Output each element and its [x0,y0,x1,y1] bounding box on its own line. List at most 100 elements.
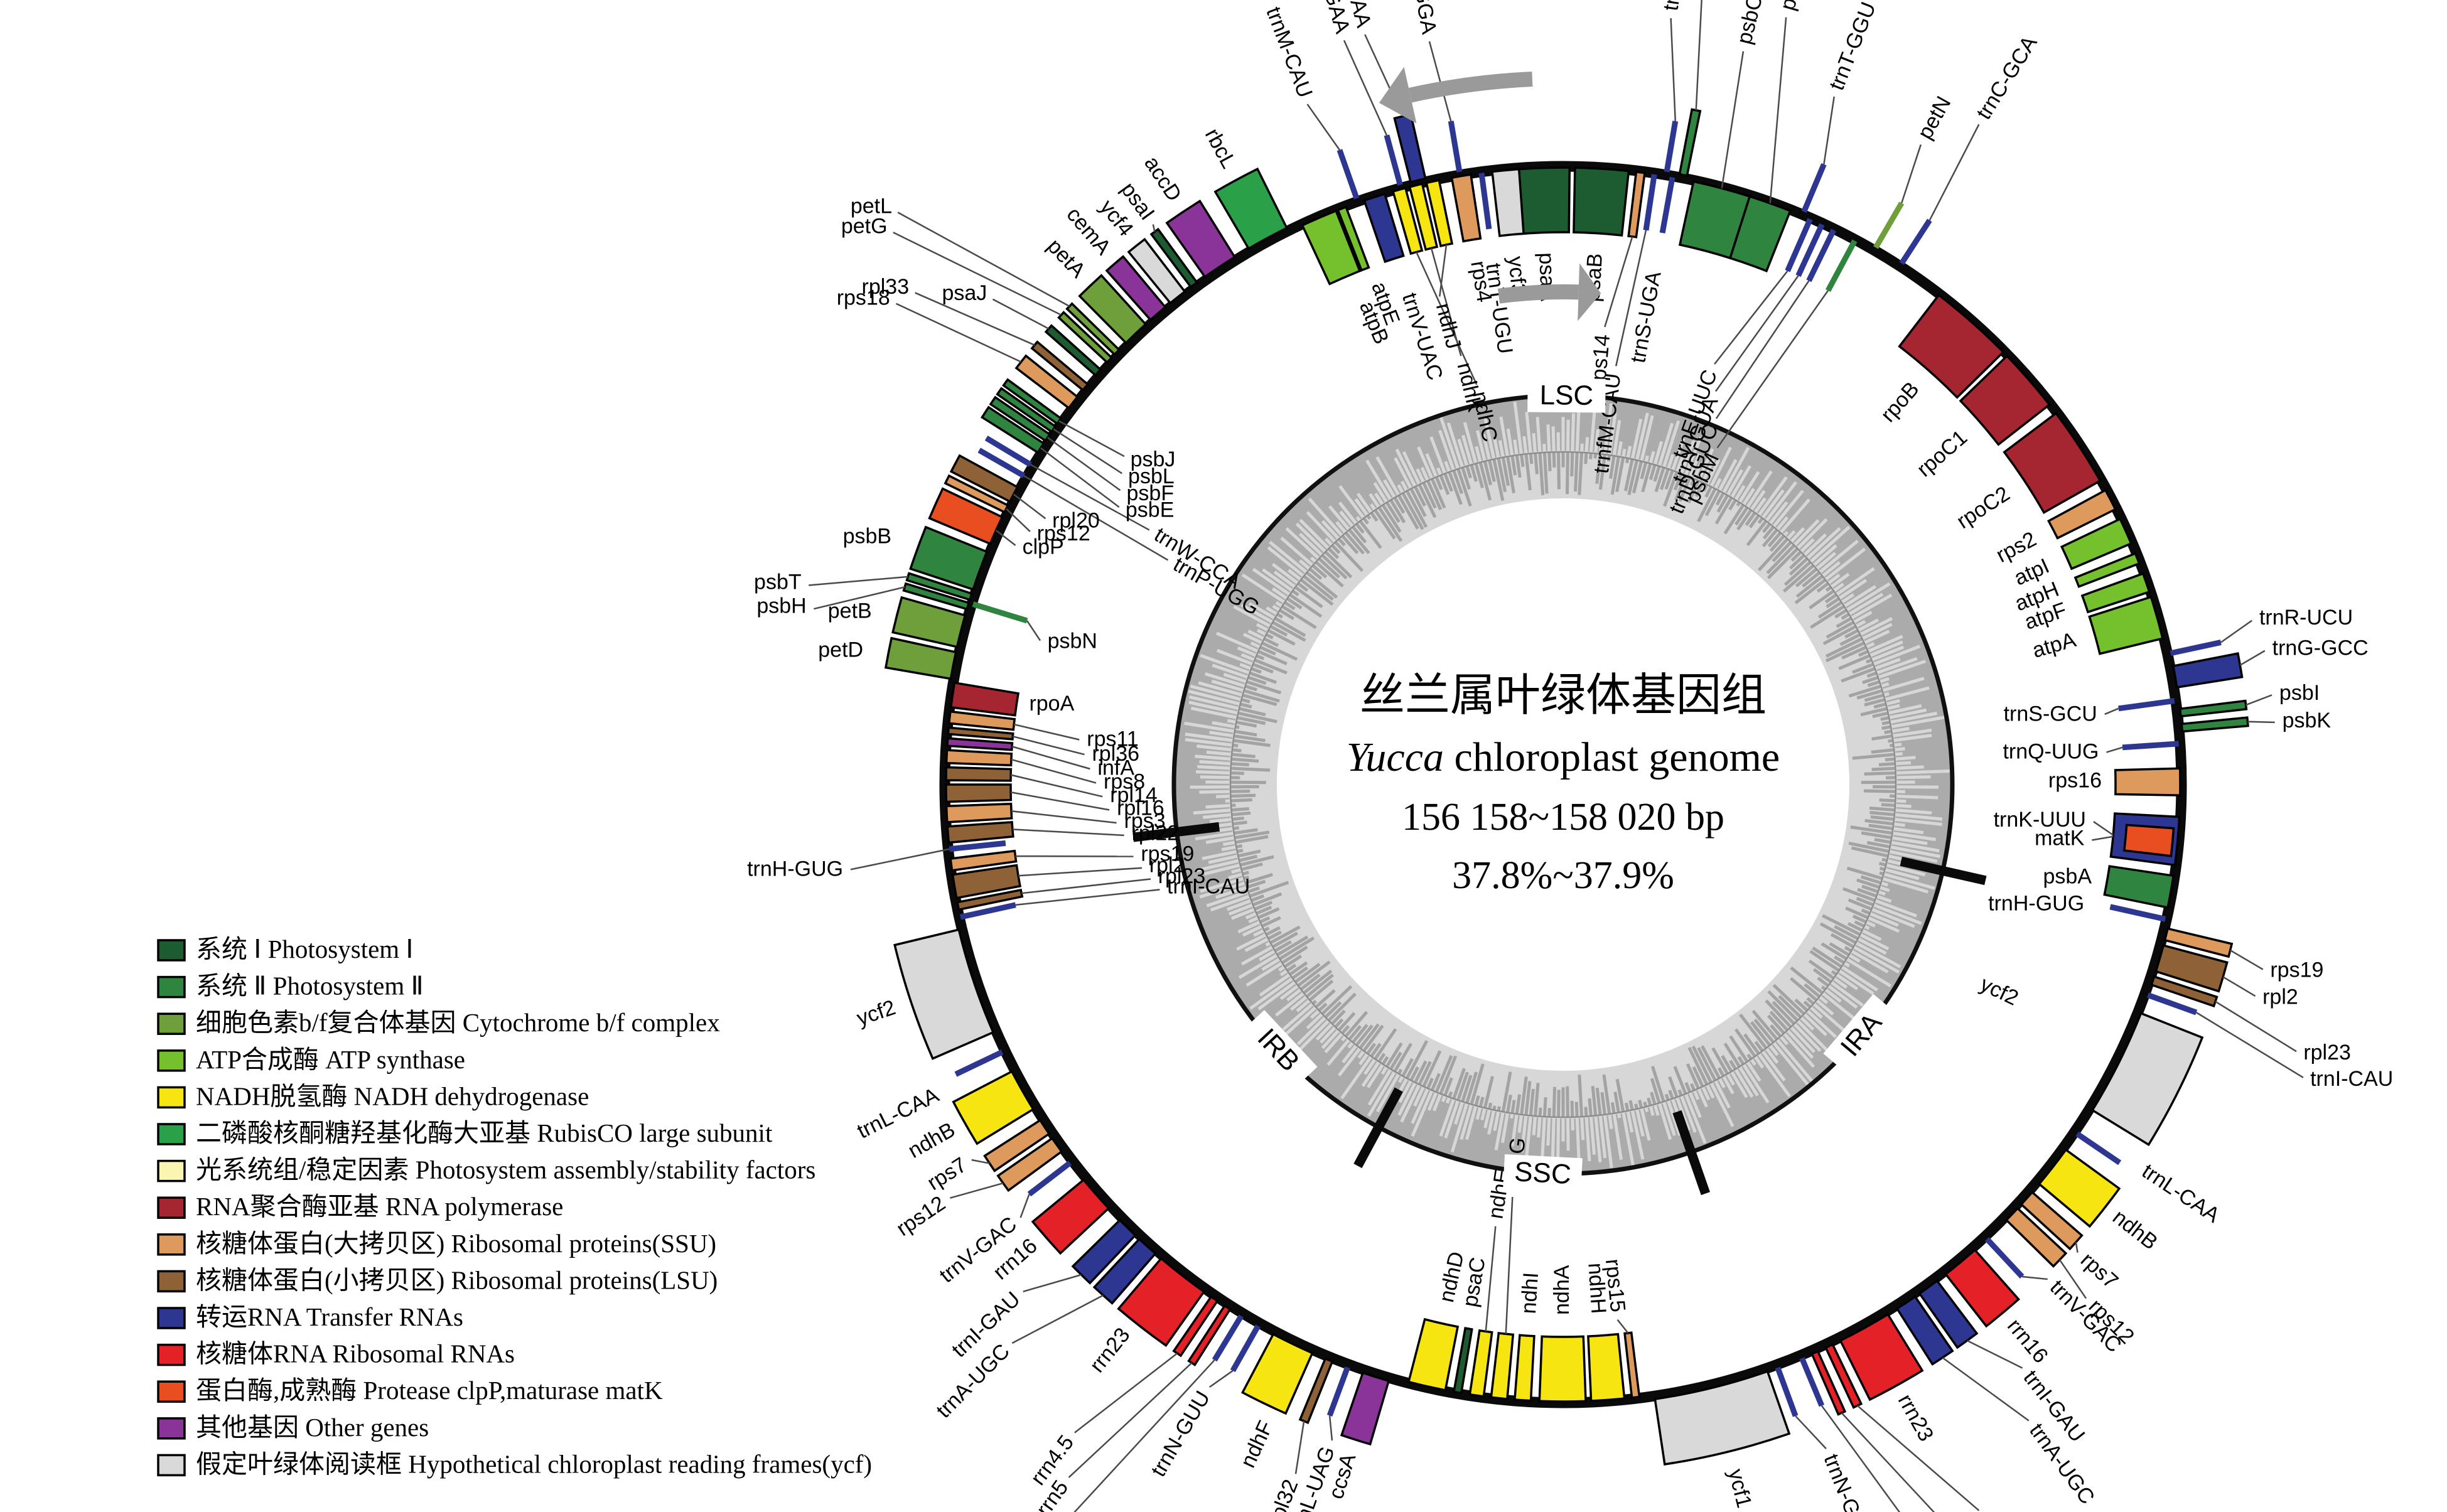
gc-bar [1829,942,1850,957]
gc-bar [1663,471,1679,507]
gc-bar [1815,999,1834,1016]
gc-bar [1593,453,1598,459]
gene-trnQ-UUG [2122,741,2180,751]
gc-bar [1532,433,1537,454]
gc-bar [1701,1045,1721,1080]
gc-bar [1239,663,1252,670]
gene-label-rps7: rps7 [2076,1248,2122,1294]
gc-bar [1244,872,1273,885]
gc-bar [1867,916,1900,933]
gc-bar [1203,863,1241,876]
gene-petG [1057,311,1114,364]
gc-bar [1195,754,1232,761]
gc-bar [1812,968,1832,984]
gc-bar [1632,461,1643,494]
gc-bar [1890,845,1941,859]
gene-label-petL: petL [851,195,892,218]
gene-rpl2 [951,864,1022,899]
gc-bar [1417,483,1437,518]
gc-bar [1438,429,1456,471]
gc-bar [1857,618,1880,632]
gc-bar [1294,586,1323,609]
gc-bar [1854,920,1865,928]
gc-bar [1734,507,1749,526]
gc-bar [1880,716,1890,721]
gc-bar [1401,1058,1414,1077]
gc-bar [1881,725,1891,730]
gene-ndhB [952,1070,1035,1145]
gc-bar [1588,1098,1593,1117]
gc-bar [1895,799,1907,803]
gene-clpP [928,487,1004,545]
gc-bar [1697,1088,1708,1108]
gc-bar [1461,434,1473,466]
gc-bar [1439,475,1450,495]
gc-bar [1280,536,1314,567]
gc-bar [1298,1019,1330,1052]
gc-bar [1857,937,1887,955]
gene-label-rpoA: rpoA [1029,692,1074,716]
gc-bar [1417,1061,1432,1086]
gc-bar [1274,940,1292,953]
gc-bar [1266,606,1279,616]
gc-bar [1281,604,1317,630]
gene-trnY-GUA [1795,223,1825,277]
legend-label-psa: 系统 Ⅰ Photosystem Ⅰ [196,935,414,963]
leader-rpl14 [1010,774,1103,798]
gc-bar [1883,872,1935,890]
gc-bar [1551,426,1556,453]
gene-trnN-GUU [1230,1324,1261,1373]
gc-bar [1398,1075,1404,1083]
gc-bar [1717,1067,1725,1077]
gc-bar [1235,844,1243,849]
gc-bar [1242,871,1249,876]
gc-bar [1365,459,1392,501]
gene-label-trnI-CAU: trnI-CAU [1167,874,1250,898]
legend-swatch-trn [157,1307,186,1329]
gc-bar [1261,916,1281,928]
gc-bar [1267,546,1305,577]
gc-bar [1675,453,1686,473]
gene-label-rpl33: rpl33 [862,275,910,299]
gene-label-ndhH: ndhH [1583,1262,1610,1315]
gc-bar [1357,1049,1365,1059]
gc-bar [1865,642,1875,649]
gc-bar [1285,527,1320,560]
gc-bar [1864,694,1885,702]
gc-bar [1606,454,1611,462]
gc-bar [1799,538,1815,553]
gene-rrn23 [1839,1312,1924,1402]
leader-rps12 [950,1182,1004,1199]
gc-bar [1352,1024,1369,1044]
gc-bar [1825,641,1865,663]
gc-bar [1705,1083,1715,1099]
leader-psbI [2245,694,2272,706]
gene-atpB [1301,209,1362,286]
gc-bar [1243,689,1280,703]
leader-rps3 [1011,810,1117,824]
gene-trnT-GGU [1801,163,1827,213]
gc-bar [1247,886,1260,894]
gc-bar [1878,862,1886,867]
gc-bar [1678,476,1692,502]
gc-bar [1276,935,1309,957]
gc-bar [1520,1076,1528,1115]
gc-bar [1806,997,1815,1005]
gc-bar [1737,1056,1745,1065]
gc-bar [1783,1032,1815,1068]
gc-bar [1677,1089,1683,1096]
gene-trnA-UGC [1895,1295,1954,1366]
gc-bar [1542,452,1549,494]
gc-bar [1782,564,1815,593]
leader-trnR-ACG [1073,1359,1215,1512]
gc-bar [1864,818,1894,826]
leader-psbF [1047,437,1121,491]
gene-psbE [981,405,1045,454]
gene-label-rrn23: rrn23 [1893,1390,1939,1445]
gc-bar [1852,663,1874,674]
gc-bar [1570,1100,1574,1117]
gene-ndhF [1240,1332,1314,1415]
gc-bar [1877,890,1886,896]
gc-bar [1684,1093,1707,1144]
gc-bar [1231,867,1242,874]
